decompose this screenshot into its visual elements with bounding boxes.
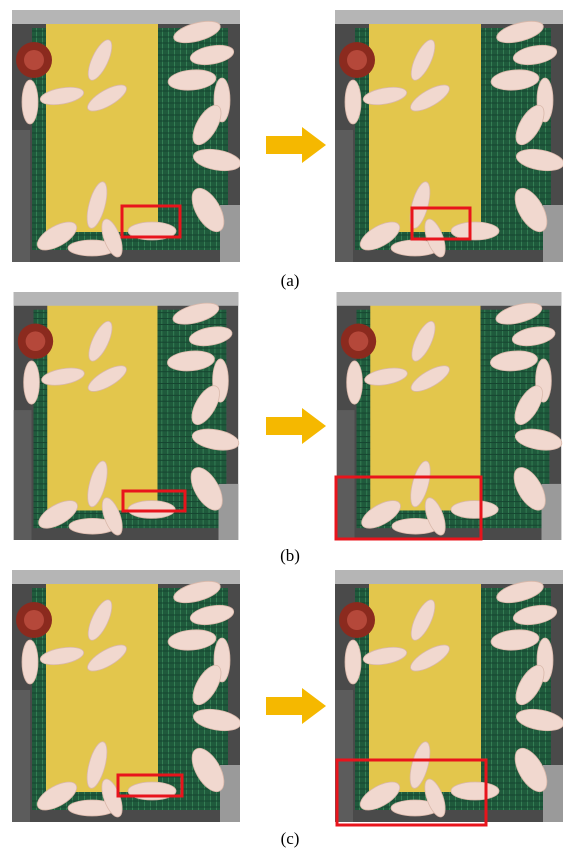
panel-label: (b) <box>280 546 300 565</box>
photo-before <box>12 10 242 262</box>
photo-after <box>337 292 564 540</box>
arrow <box>266 688 326 724</box>
figure: (a) (b) (c) <box>0 0 566 855</box>
panel-label: (c) <box>281 829 300 848</box>
photo-before <box>14 292 241 540</box>
arrow <box>266 408 326 444</box>
arrow <box>266 127 326 163</box>
page: (a) (b) (c) (() => { const data = JSON.p… <box>0 0 566 855</box>
photo-after <box>335 10 565 262</box>
photo-before <box>12 570 242 822</box>
panel-label: (a) <box>281 271 300 290</box>
photo-after <box>335 570 565 822</box>
